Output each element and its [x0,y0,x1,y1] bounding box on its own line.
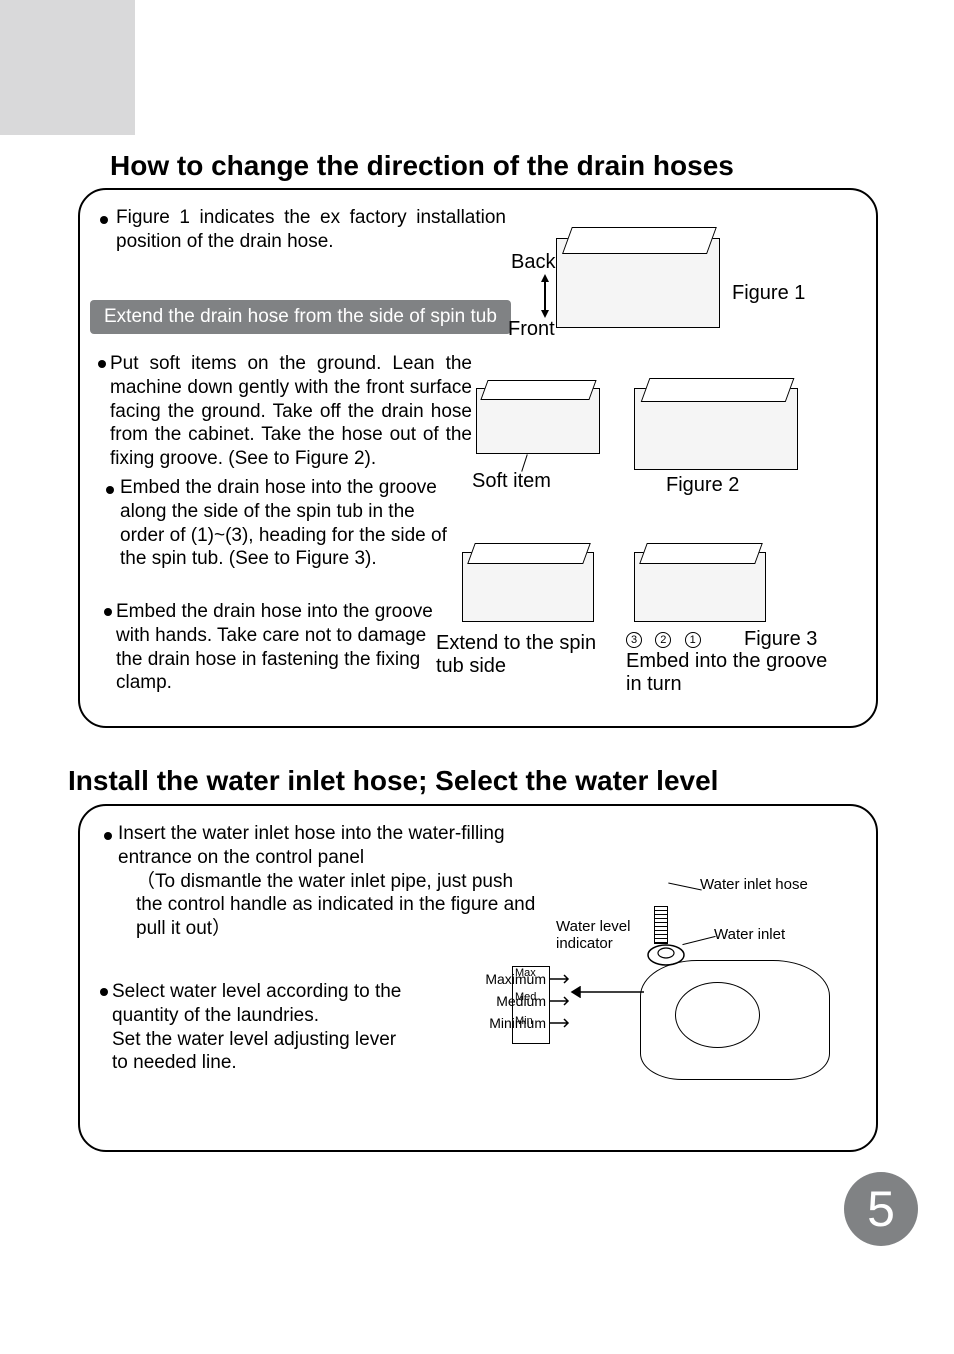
label-water-inlet-hose: Water inlet hose [700,876,808,893]
section1-banner: Extend the drain hose from the side of s… [90,300,511,334]
circle-num: 3 [626,632,642,648]
inlet-hose-illustration [654,906,668,944]
double-arrow-icon [538,272,552,320]
label-figure3: Figure 3 [744,628,817,651]
section1-bullet3: Embed the drain hose into the groove alo… [120,476,460,571]
figure1-illustration [556,238,720,328]
water-level-labels: Maximum Medium Minimum [424,968,574,1034]
section1-title: How to change the direction of the drain… [110,150,734,182]
figure3-right-illustration [634,552,766,622]
section2-bullet1: Insert the water inlet hose into the wat… [118,822,538,941]
bullet-dot [104,608,112,616]
label-figure2: Figure 2 [666,474,739,497]
grey-corner-tab [0,0,135,135]
bullet-dot [98,360,106,368]
label-front: Front [508,318,555,341]
circle-num: 2 [655,632,671,648]
circle-num: 1 [685,632,701,648]
bullet-dot [100,216,108,224]
bullet1-sub: （To dismantle the water inlet pipe, just… [136,870,536,941]
label-med-short: Med [515,991,536,1003]
section1-bullet2: Put soft items on the ground. Lean the m… [110,352,472,471]
arrow-right-icon [550,1018,574,1028]
label-soft-item: Soft item [472,470,551,493]
order-circles: 3 2 1 [626,630,701,648]
bullet-dot [100,988,108,996]
section1-bullet4: Embed the drain hose into the groove wit… [116,600,436,695]
section2-title: Install the water inlet hose; Select the… [68,765,718,797]
figure3-left-illustration [462,552,594,622]
label-water-level-indicator: Water level indicator [556,918,646,952]
label-water-inlet: Water inlet [714,926,785,943]
label-extend-spin: Extend to the spin tub side [436,632,606,678]
figure2-left-illustration [476,388,600,454]
bullet1-text: Insert the water inlet hose into the wat… [118,823,505,868]
bullet2-text: Select water level according to the quan… [112,981,401,1026]
section2-bullet2: Select water level according to the quan… [112,980,410,1075]
page-number-badge: 5 [844,1172,918,1246]
arrow-right-icon [550,974,574,984]
washer-top-illustration [640,960,830,1080]
label-min-short: Min [515,1015,533,1027]
bullet2-sub: Set the water level adjusting lever to n… [112,1029,396,1074]
label-back: Back [511,251,555,274]
figure2-right-illustration [634,388,798,470]
bullet-dot [106,486,114,494]
label-figure1: Figure 1 [732,282,805,305]
label-embed-groove: Embed into the groove in turn [626,650,846,696]
bullet-dot [104,832,112,840]
section1-bullet1: Figure 1 indicates the ex factory instal… [116,206,506,254]
water-inlet-icon [646,940,686,970]
label-max-short: Max [515,967,536,979]
arrow-left-icon [568,986,644,998]
water-level-tube: Max Med Min [512,966,550,1044]
